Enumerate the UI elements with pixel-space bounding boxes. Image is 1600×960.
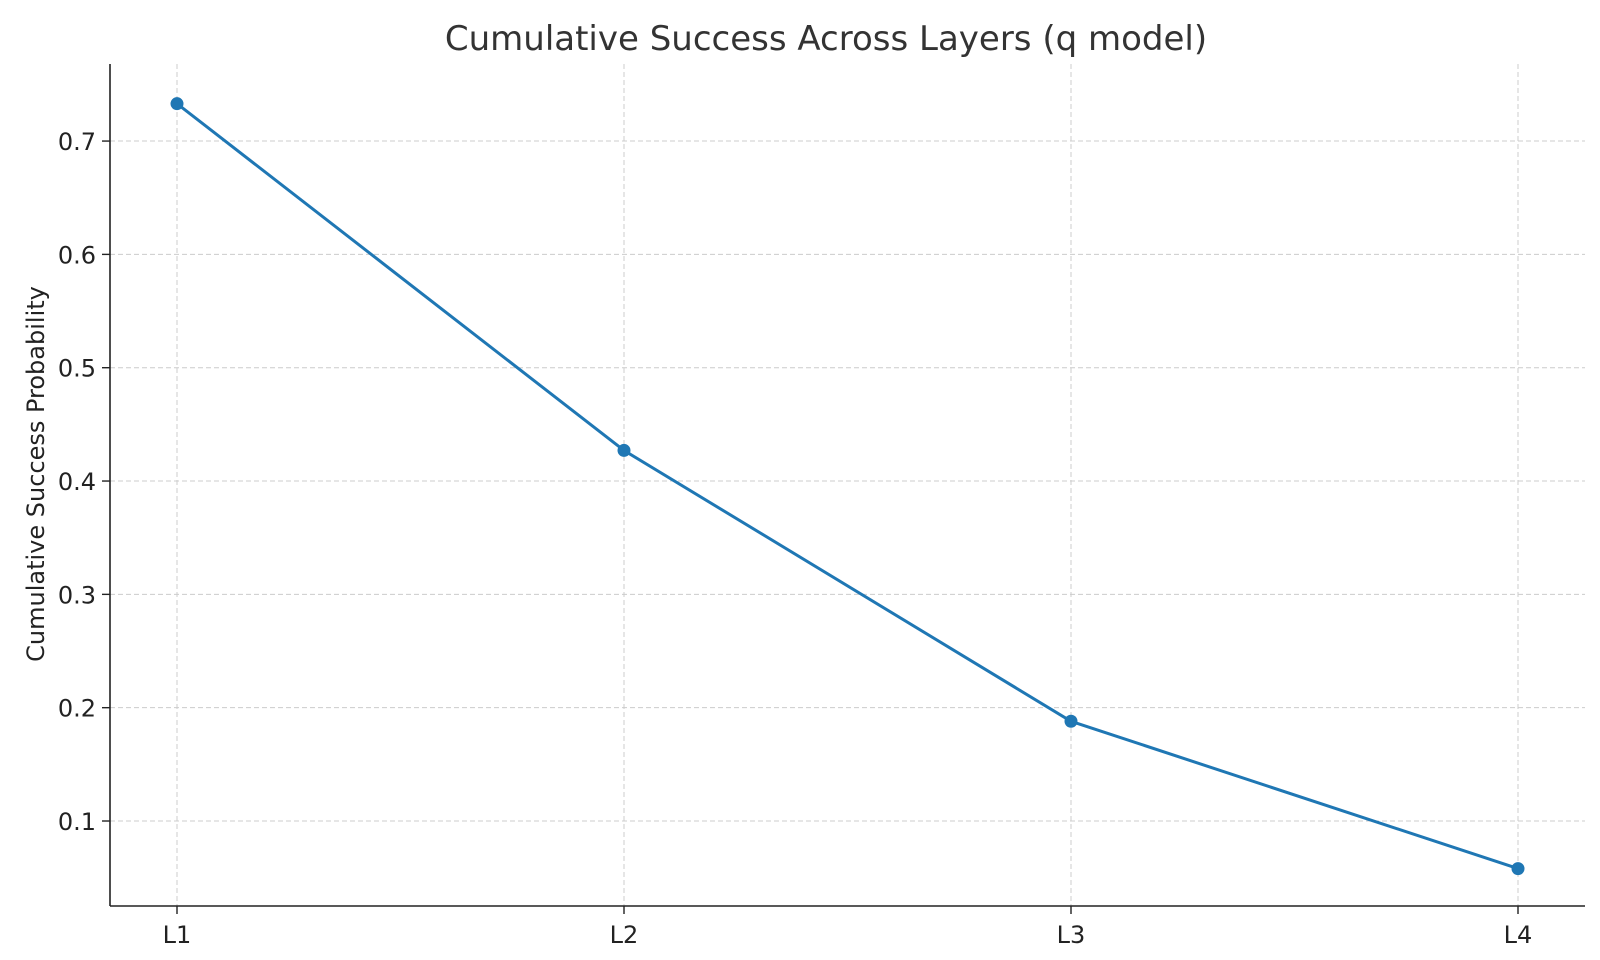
x-tick-label: L1 [163,921,192,949]
x-tick-label: L3 [1057,921,1086,949]
y-tick-label: 0.4 [58,468,96,496]
y-tick-label: 0.7 [58,128,96,156]
y-ticks: 0.1 0.2 0.3 0.4 0.5 0.6 0.7 [58,128,110,836]
series-group [170,97,1525,876]
y-tick-label: 0.3 [58,581,96,609]
data-point [1511,862,1525,876]
y-tick-label: 0.6 [58,241,96,269]
y-axis-label: Cumulative Success Probability [22,286,50,662]
y-tick-label: 0.5 [58,355,96,383]
grid [110,64,1585,906]
y-tick-label: 0.2 [58,695,96,723]
data-point [1064,714,1078,728]
x-tick-label: L4 [1504,921,1533,949]
x-tick-label: L2 [610,921,639,949]
chart-title: Cumulative Success Across Layers (q mode… [445,19,1207,59]
data-point [617,443,631,457]
axes [109,64,1585,907]
data-point [170,97,184,111]
x-ticks: L1 L2 L3 L4 [163,906,1533,949]
series-line [175,102,1520,871]
y-tick-label: 0.1 [58,808,96,836]
